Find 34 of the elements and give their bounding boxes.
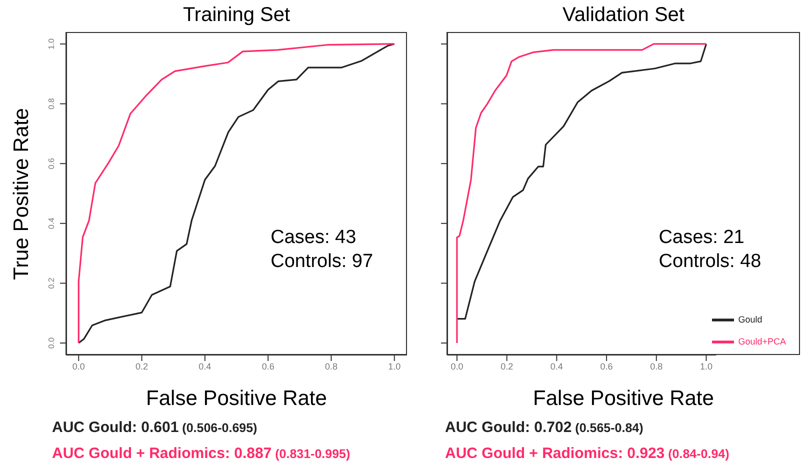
- chart-title: Training Set: [182, 4, 292, 27]
- x-tick-label: 0.2: [136, 361, 148, 372]
- x-tick-label: 0.2: [500, 361, 514, 372]
- x-tick-label: 0.4: [550, 361, 563, 372]
- x-axis-title: False Positive Rate: [532, 387, 715, 411]
- x-tick-label: 0.4: [198, 361, 212, 372]
- text: AUC Gould: 0.702 (0.565-0.84): [445, 418, 644, 438]
- x-tick-label: 0.0: [72, 361, 85, 372]
- x-tick-label: 0.8: [324, 361, 338, 372]
- legend-label: Gould+PCA: [738, 336, 786, 346]
- text: AUC Gould + Radiomics: 0.923 (0.84-0.94): [445, 444, 730, 463]
- x-tick-label: 0.8: [650, 361, 663, 372]
- y-tick-label: 0.6: [47, 157, 56, 170]
- line-series: [78, 43, 396, 344]
- x-tick-label: 1.0: [700, 361, 713, 372]
- annotation: Cases: 43: [270, 226, 358, 250]
- x-tick-label: 0.6: [262, 361, 274, 372]
- y-axis-title: True Positive Rate: [10, 108, 34, 280]
- annotation: Controls: 48: [658, 250, 762, 274]
- y-tick-label: 1.0: [47, 38, 56, 50]
- x-axis-title: False Positive Rate: [145, 387, 328, 411]
- x-tick-label: 0.6: [600, 361, 613, 372]
- y-tick-label: 0.4: [47, 217, 56, 229]
- annotation: Cases: 21: [658, 226, 746, 250]
- y-tick-label: 0.2: [47, 277, 56, 289]
- x-tick-label: 1.0: [388, 361, 401, 372]
- chart-title: Validation Set: [562, 4, 686, 27]
- text: AUC Gould: 0.601 (0.506-0.695): [52, 418, 258, 438]
- y-tick-label: 0.0: [47, 336, 56, 349]
- legend-label: Gould: [738, 314, 762, 324]
- y-tick-label: 0.8: [47, 98, 56, 110]
- x-tick-label: 0.0: [450, 361, 464, 372]
- text: AUC Gould + Radiomics: 0.887 (0.831-0.995): [52, 444, 350, 463]
- annotation: Controls: 97: [270, 250, 374, 274]
